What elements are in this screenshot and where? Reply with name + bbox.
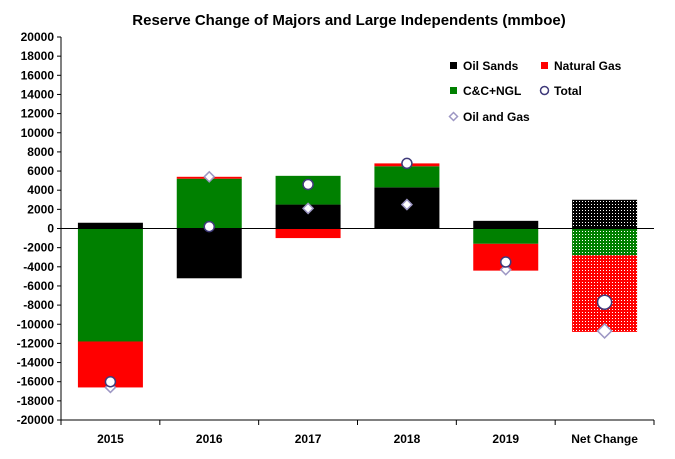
legend-label-natural-gas: Natural Gas — [554, 59, 622, 73]
legend-swatch-natural-gas — [541, 62, 548, 69]
y-tick-label: -10000 — [17, 317, 55, 331]
legend-swatch-total — [539, 85, 550, 96]
bar-c-c-ngl — [374, 166, 440, 188]
marker-oil-and-gas — [302, 202, 315, 215]
x-tick-label: 2015 — [97, 432, 124, 446]
y-tick-label: 10000 — [21, 126, 55, 140]
marker-oil-and-gas — [596, 322, 613, 340]
marker-oil-and-gas — [203, 170, 216, 183]
y-tick-label: 2000 — [27, 202, 54, 216]
y-tick-label: 6000 — [27, 164, 54, 178]
legend-swatch-oil-and-gas — [448, 111, 459, 122]
y-tick-label: -20000 — [17, 413, 55, 427]
marker-total — [302, 178, 314, 191]
bar-natural-gas — [572, 255, 638, 332]
bar-oil-sands — [572, 199, 638, 229]
bar-c-c-ngl — [572, 228, 638, 256]
y-tick-label: 12000 — [21, 107, 55, 121]
y-tick-label: -16000 — [17, 375, 55, 389]
legend-label-c-c-ngl: C&C+NGL — [463, 84, 521, 98]
y-tick-label: 0 — [47, 222, 54, 236]
y-tick-label: 4000 — [27, 183, 54, 197]
bar-c-c-ngl — [176, 178, 242, 229]
y-tick-label: -6000 — [23, 279, 54, 293]
legend-box — [441, 52, 625, 132]
legend-label-oil-and-gas: Oil and Gas — [463, 110, 530, 124]
x-tick-label: 2019 — [492, 432, 519, 446]
bar-c-c-ngl — [77, 228, 143, 342]
bar-oil-sands — [473, 220, 539, 229]
legend-swatch-c-c-ngl — [450, 87, 457, 94]
legend: Oil Sands Natural Gas C&C+NGL Total Oil and … — [441, 52, 625, 132]
legend-label-oil-sands: Oil Sands — [463, 59, 519, 73]
marker-total — [104, 375, 117, 388]
marker-total — [500, 256, 512, 268]
marker-total — [596, 294, 613, 310]
y-tick-label: -18000 — [17, 394, 55, 408]
y-tick-label: -12000 — [17, 336, 55, 350]
y-tick-label: -4000 — [23, 260, 54, 274]
chart-title: Reserve Change of Majors and Large Indep… — [132, 12, 565, 29]
y-tick-label: -14000 — [17, 356, 55, 370]
bar-c-c-ngl — [473, 228, 539, 244]
legend-swatch-oil-sands — [450, 62, 457, 69]
y-tick-label: -8000 — [23, 298, 54, 312]
marker-total — [203, 220, 215, 233]
bar-oil-sands — [275, 204, 341, 229]
bar-natural-gas — [275, 228, 341, 239]
y-tick-label: 14000 — [21, 87, 55, 101]
legend-label-total: Total — [554, 84, 582, 98]
marker-oil-and-gas — [400, 198, 413, 211]
y-tick-label: -2000 — [23, 241, 54, 255]
y-tick-label: 16000 — [21, 68, 55, 82]
x-tick-label: Net Change — [571, 432, 638, 446]
y-tick-label: 8000 — [27, 145, 54, 159]
x-tick-label: 2017 — [295, 432, 322, 446]
y-tick-label: 18000 — [21, 49, 55, 63]
x-tick-label: 2016 — [196, 432, 223, 446]
x-tick-label: 2018 — [394, 432, 421, 446]
y-tick-label: 20000 — [21, 30, 55, 44]
bar-oil-sands — [176, 228, 242, 279]
marker-total — [401, 157, 413, 170]
bar-oil-sands — [77, 222, 143, 229]
